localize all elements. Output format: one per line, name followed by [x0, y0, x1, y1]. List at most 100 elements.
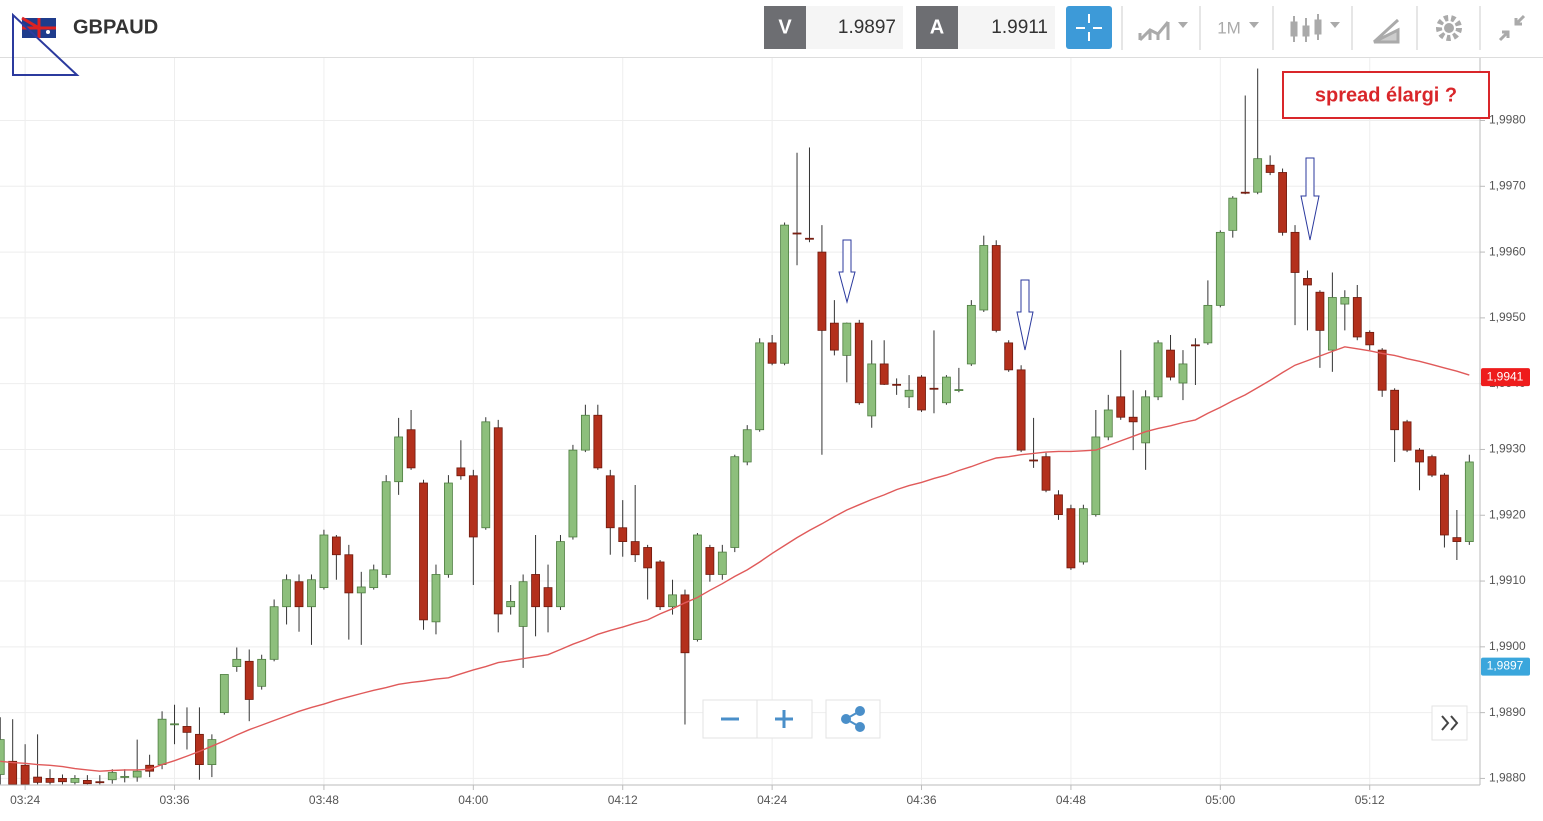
candle-body: [1029, 459, 1038, 462]
candle-body: [244, 660, 254, 700]
candle-body: [282, 579, 291, 608]
candle-body: [730, 456, 740, 548]
candle-body: [618, 527, 628, 542]
x-tick-label: 03:48: [309, 793, 339, 807]
candle-body: [381, 481, 391, 575]
dropdown-arrow: [1178, 22, 1188, 28]
candle-body: [207, 739, 217, 766]
candle-body: [954, 389, 964, 391]
candle-body: [929, 387, 939, 390]
dropdown-arrow: [1249, 22, 1259, 28]
bid-price[interactable]: 1.9897: [838, 17, 896, 38]
bid-box[interactable]: [806, 6, 903, 49]
ask-box[interactable]: [958, 6, 1055, 49]
candle-body: [917, 376, 926, 411]
annotation-box: [1282, 71, 1490, 119]
candle-body: [854, 322, 864, 404]
candle-body: [991, 245, 1001, 331]
candle-body: [95, 781, 105, 784]
candle-body: [307, 579, 316, 608]
share-box[interactable]: [825, 699, 881, 739]
bid-label[interactable]: V: [778, 16, 792, 38]
candle-body: [1191, 344, 1200, 347]
y-tick-label: 1,9900: [1489, 639, 1526, 653]
candle-body: [107, 772, 117, 781]
candle-body: [20, 764, 30, 785]
candle-body: [1128, 416, 1138, 423]
candle-body: [431, 574, 441, 623]
y-tick-label: 1,9930: [1489, 442, 1526, 456]
candle-body: [232, 658, 242, 667]
timeframe[interactable]: 1M: [1217, 18, 1241, 37]
candle-body: [668, 594, 677, 608]
symbol: GBPAUD: [73, 16, 158, 38]
candle-body: [904, 389, 914, 398]
candle-body: [1091, 436, 1101, 515]
candle-body: [543, 587, 553, 608]
candle-body: [767, 342, 777, 364]
candle-body: [1377, 349, 1387, 391]
x-tick-label: 03:24: [10, 793, 40, 807]
y-tick-label: 1,9880: [1489, 771, 1526, 785]
candle-body: [1303, 278, 1312, 286]
candle-body: [568, 449, 578, 538]
candle-body: [655, 561, 665, 608]
candle-body: [643, 547, 653, 569]
candle-body: [755, 342, 765, 431]
x-tick-label: 04:00: [458, 793, 488, 807]
settings-icon[interactable]: [1436, 15, 1462, 41]
drawing-icon[interactable]: [1372, 18, 1400, 44]
candle-body: [829, 322, 839, 351]
candle-body: [468, 475, 478, 538]
candle-body: [556, 541, 565, 608]
ask-price[interactable]: 1.9911: [991, 17, 1048, 38]
candle-body: [1240, 191, 1250, 194]
plot: [0, 68, 1474, 785]
candle-body: [0, 739, 5, 775]
chart-type-icon[interactable]: [1138, 21, 1170, 42]
candle-body: [518, 581, 528, 627]
candle-body: [867, 363, 877, 417]
candle-body: [406, 429, 416, 469]
candle-body: [1203, 304, 1213, 344]
candle-body: [1290, 231, 1300, 273]
y-tick-label: 1,9910: [1489, 573, 1526, 587]
candle-body: [1365, 331, 1375, 346]
arrows: [838, 157, 1320, 351]
candle-body: [1178, 363, 1188, 384]
dropdown-arrow: [1330, 22, 1340, 28]
candle-body: [419, 482, 428, 621]
bid-label-box[interactable]: [764, 6, 806, 49]
candle-body: [892, 383, 902, 386]
candle-body: [817, 251, 827, 331]
candle-body: [1464, 461, 1474, 542]
zoom-in[interactable]: [775, 710, 793, 728]
y-tick-label: 1,9950: [1489, 310, 1526, 324]
ask-label-box[interactable]: [916, 6, 958, 49]
x-tick-label: 03:36: [160, 793, 190, 807]
candle-body: [1415, 449, 1424, 463]
candle-body: [1315, 291, 1325, 331]
candle-body: [1103, 409, 1113, 438]
y-tick-label: 1,9980: [1489, 113, 1526, 127]
candle-body: [493, 427, 503, 615]
candle-body: [1066, 508, 1076, 569]
candle-body: [1265, 164, 1275, 173]
scroll-end-button[interactable]: [1431, 705, 1468, 741]
candle-body: [1253, 158, 1263, 193]
crosshair-button[interactable]: [1066, 6, 1112, 49]
candle-body: [70, 778, 80, 783]
scroll-end-icon: [1441, 715, 1459, 731]
candle-body: [1427, 456, 1437, 476]
candle-body: [1153, 342, 1163, 398]
collapse-icon[interactable]: [1498, 14, 1526, 42]
candle-body: [58, 778, 67, 783]
crosshair-icon: [1076, 14, 1102, 41]
ask-label[interactable]: A: [930, 16, 944, 38]
candle-body: [132, 770, 142, 778]
candle-icon[interactable]: [1290, 14, 1322, 42]
price-tag: [1481, 368, 1530, 387]
candle-body: [693, 534, 702, 641]
